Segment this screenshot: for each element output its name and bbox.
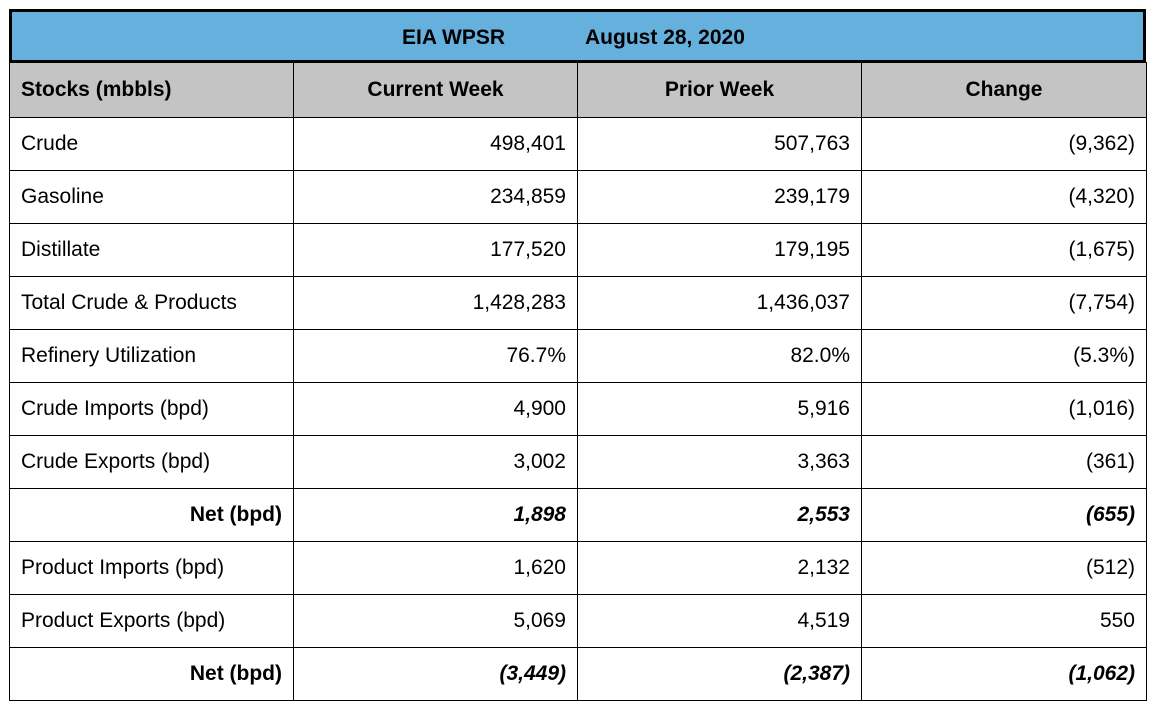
net-crude-row: Net (bpd) 1,898 2,553 (655) — [9, 488, 1147, 542]
net-product-row: Net (bpd) (3,449) (2,387) (1,062) — [9, 647, 1147, 701]
prior-week-value: 1,436,037 — [577, 276, 862, 330]
stocks-table: Stocks (mbbls) Current Week Prior Week C… — [9, 62, 1147, 701]
change-value: (655) — [861, 488, 1147, 542]
change-value: (4,320) — [861, 170, 1147, 224]
table-row: Distillate 177,520 179,195 (1,675) — [9, 223, 1147, 277]
prior-week-value: 179,195 — [577, 223, 862, 277]
change-value: 550 — [861, 594, 1147, 648]
current-week-value: 1,620 — [293, 541, 578, 595]
row-label: Net (bpd) — [9, 488, 294, 542]
change-value: (1,062) — [861, 647, 1147, 701]
table-row: Total Crude & Products 1,428,283 1,436,0… — [9, 276, 1147, 330]
row-label: Crude Exports (bpd) — [9, 435, 294, 489]
table-row: Gasoline 234,859 239,179 (4,320) — [9, 170, 1147, 224]
prior-week-value: 239,179 — [577, 170, 862, 224]
change-value: (512) — [861, 541, 1147, 595]
table-row: Crude Exports (bpd) 3,002 3,363 (361) — [9, 435, 1147, 489]
table-row: Crude Imports (bpd) 4,900 5,916 (1,016) — [9, 382, 1147, 436]
row-label: Net (bpd) — [9, 647, 294, 701]
change-value: (1,016) — [861, 382, 1147, 436]
table-row: Product Imports (bpd) 1,620 2,132 (512) — [9, 541, 1147, 595]
row-label: Refinery Utilization — [9, 329, 294, 383]
banner-source: EIA WPSR — [402, 26, 506, 49]
row-label: Crude Imports (bpd) — [9, 382, 294, 436]
header-stocks: Stocks (mbbls) — [9, 62, 294, 118]
current-week-value: 5,069 — [293, 594, 578, 648]
prior-week-value: 5,916 — [577, 382, 862, 436]
table-header-row: Stocks (mbbls) Current Week Prior Week C… — [9, 62, 1147, 118]
row-label: Crude — [9, 117, 294, 171]
current-week-value: (3,449) — [293, 647, 578, 701]
table-row: Product Exports (bpd) 5,069 4,519 550 — [9, 594, 1147, 648]
prior-week-value: 3,363 — [577, 435, 862, 489]
change-value: (7,754) — [861, 276, 1147, 330]
row-label: Product Imports (bpd) — [9, 541, 294, 595]
current-week-value: 234,859 — [293, 170, 578, 224]
prior-week-value: (2,387) — [577, 647, 862, 701]
current-week-value: 1,428,283 — [293, 276, 578, 330]
change-value: (361) — [861, 435, 1147, 489]
current-week-value: 177,520 — [293, 223, 578, 277]
header-prior-week: Prior Week — [577, 62, 862, 118]
header-current-week: Current Week — [293, 62, 578, 118]
change-value: (1,675) — [861, 223, 1147, 277]
table-row: Crude 498,401 507,763 (9,362) — [9, 117, 1147, 171]
prior-week-value: 82.0% — [577, 329, 862, 383]
row-label: Total Crude & Products — [9, 276, 294, 330]
report-container: EIA WPSR August 28, 2020 Stocks (mbbls) … — [9, 9, 1147, 701]
prior-week-value: 4,519 — [577, 594, 862, 648]
current-week-value: 76.7% — [293, 329, 578, 383]
prior-week-value: 2,132 — [577, 541, 862, 595]
row-label: Gasoline — [9, 170, 294, 224]
prior-week-value: 2,553 — [577, 488, 862, 542]
change-value: (9,362) — [861, 117, 1147, 171]
current-week-value: 4,900 — [293, 382, 578, 436]
current-week-value: 498,401 — [293, 117, 578, 171]
header-change: Change — [861, 62, 1147, 118]
prior-week-value: 507,763 — [577, 117, 862, 171]
row-label: Distillate — [9, 223, 294, 277]
current-week-value: 1,898 — [293, 488, 578, 542]
current-week-value: 3,002 — [293, 435, 578, 489]
report-banner: EIA WPSR August 28, 2020 — [9, 9, 1146, 63]
row-label: Product Exports (bpd) — [9, 594, 294, 648]
table-row: Refinery Utilization 76.7% 82.0% (5.3%) — [9, 329, 1147, 383]
change-value: (5.3%) — [861, 329, 1147, 383]
banner-date: August 28, 2020 — [585, 26, 745, 49]
